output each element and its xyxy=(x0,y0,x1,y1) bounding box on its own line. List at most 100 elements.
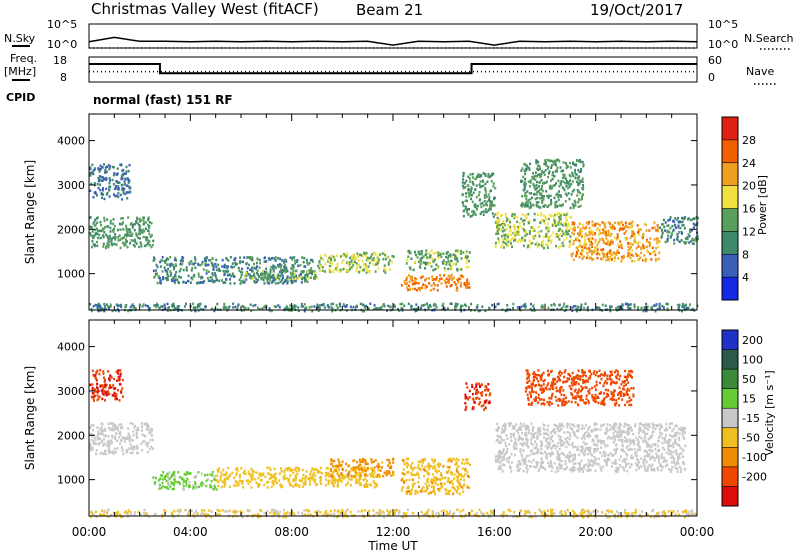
heatmap-cell xyxy=(174,480,177,484)
heatmap-cell xyxy=(649,243,652,247)
heatmap-cell xyxy=(580,230,583,233)
heatmap-cell xyxy=(316,303,319,307)
heatmap-cell xyxy=(547,194,550,198)
heatmap-cell xyxy=(129,436,132,440)
heatmap-cell xyxy=(137,222,140,225)
heatmap-cell xyxy=(418,485,420,489)
heatmap-cell xyxy=(645,257,648,261)
heatmap-cell xyxy=(419,490,422,493)
heatmap-cell xyxy=(98,229,101,232)
heatmap-cell xyxy=(518,225,521,228)
heatmap-cell xyxy=(136,451,138,454)
heatmap-cell xyxy=(550,239,553,243)
heatmap-cell xyxy=(507,240,510,243)
heatmap-cell xyxy=(408,274,410,277)
heatmap-cell xyxy=(624,238,627,241)
heatmap-cell xyxy=(449,489,452,492)
heatmap-cell xyxy=(109,230,112,233)
heatmap-cell xyxy=(611,240,614,244)
heatmap-cell xyxy=(358,464,361,467)
heatmap-cell xyxy=(575,309,578,313)
heatmap-cell xyxy=(532,183,535,186)
heatmap-cell xyxy=(164,277,167,280)
heatmap-cell xyxy=(414,492,417,495)
heatmap-cell xyxy=(558,466,561,470)
heatmap-cell xyxy=(635,246,638,250)
heatmap-cell xyxy=(263,276,266,279)
heatmap-cell xyxy=(329,468,332,471)
heatmap-cell xyxy=(606,444,609,447)
heatmap-cell xyxy=(371,253,374,256)
heatmap-cell xyxy=(262,277,265,280)
heatmap-cell xyxy=(143,230,146,233)
heatmap-cell xyxy=(308,261,311,265)
heatmap-cell xyxy=(95,379,98,382)
heatmap-cell xyxy=(494,244,497,247)
heatmap-cell xyxy=(222,468,225,472)
heatmap-cell xyxy=(597,241,600,244)
heatmap-cell xyxy=(319,466,322,470)
heatmap-cell xyxy=(288,467,291,470)
heatmap-cell xyxy=(201,481,204,484)
heatmap-cell xyxy=(249,480,252,483)
heatmap-cell xyxy=(501,226,504,229)
heatmap-cell xyxy=(309,472,311,476)
heatmap-cell xyxy=(167,258,170,261)
heatmap-cell xyxy=(454,262,457,265)
heatmap-cell xyxy=(435,263,438,266)
heatmap-cell xyxy=(121,187,124,190)
heatmap-cell xyxy=(102,370,105,373)
heatmap-cell xyxy=(205,269,208,272)
heatmap-cell xyxy=(206,276,209,280)
heatmap-cell xyxy=(337,460,340,463)
heatmap-cell xyxy=(679,226,682,230)
heatmap-cell xyxy=(133,447,136,450)
heatmap-cell xyxy=(129,451,132,455)
heatmap-cell xyxy=(399,302,402,306)
heatmap-cell xyxy=(129,242,132,245)
heatmap-cell xyxy=(227,466,230,470)
heatmap-cell xyxy=(179,267,182,271)
heatmap-cell xyxy=(475,397,478,400)
heatmap-cell xyxy=(540,447,543,451)
heatmap-cell xyxy=(533,309,536,312)
heatmap-cell xyxy=(258,275,260,278)
heatmap-cell xyxy=(235,468,237,471)
heatmap-cell xyxy=(376,261,379,265)
heatmap-cell xyxy=(537,205,540,209)
heatmap-cell xyxy=(277,479,280,482)
heatmap-cell xyxy=(324,474,327,478)
heatmap-cell xyxy=(557,223,560,226)
heatmap-cell xyxy=(552,231,555,234)
heatmap-cell xyxy=(611,465,613,468)
heatmap-cell xyxy=(182,485,185,488)
heatmap-cell xyxy=(382,474,385,478)
heatmap-cell xyxy=(476,306,479,309)
heatmap-cell xyxy=(111,441,113,444)
heatmap-cell xyxy=(89,444,92,448)
heatmap-cell xyxy=(681,430,684,434)
heatmap-cell xyxy=(447,254,450,258)
heatmap-cell xyxy=(522,422,525,426)
heatmap-cell xyxy=(112,182,115,186)
heatmap-cell xyxy=(270,265,273,269)
heatmap-cell xyxy=(132,430,135,433)
heatmap-cell xyxy=(660,236,663,239)
heatmap-cell xyxy=(216,278,218,282)
heatmap-cell xyxy=(192,484,194,487)
heatmap-cell xyxy=(126,233,129,236)
heatmap-cell xyxy=(585,424,588,427)
heatmap-cell xyxy=(572,162,574,166)
heatmap-cell xyxy=(98,233,101,237)
heatmap-cell xyxy=(106,441,109,444)
heatmap-cell xyxy=(623,425,626,428)
heatmap-cell xyxy=(629,466,631,469)
heatmap-cell xyxy=(233,476,236,480)
heatmap-cell xyxy=(456,249,459,252)
heatmap-cell xyxy=(414,473,417,477)
heatmap-cell xyxy=(410,466,413,470)
heatmap-cell xyxy=(239,276,242,279)
heatmap-cell xyxy=(89,167,92,171)
heatmap-cell xyxy=(692,222,695,226)
heatmap-cell xyxy=(141,425,143,428)
